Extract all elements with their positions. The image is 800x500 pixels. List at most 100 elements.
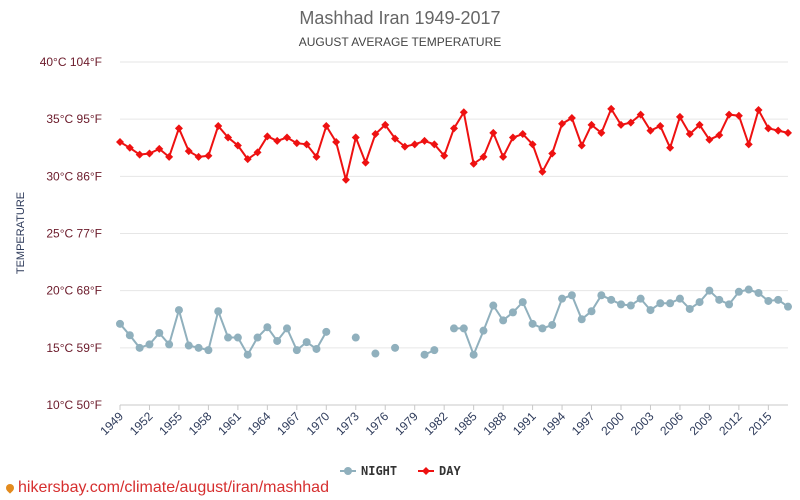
chart-title: Mashhad Iran 1949-2017	[299, 8, 500, 28]
data-point-night	[489, 301, 498, 310]
data-point-night	[548, 320, 557, 329]
y-axis-title: TEMPERATURE	[15, 192, 27, 274]
x-tick-label: 1958	[186, 409, 215, 438]
data-point-night	[125, 331, 134, 340]
y-tick-label: 35°C 95°F	[46, 112, 102, 126]
location-pin-icon	[4, 482, 16, 494]
y-axis-ticks: 10°C 50°F 15°C 59°F 20°C 68°F 25°C 77°F 30°C…	[40, 55, 102, 412]
data-point-night	[391, 343, 400, 352]
data-point-night	[312, 344, 321, 353]
data-point-day	[715, 131, 724, 140]
data-point-day	[184, 147, 193, 156]
data-point-day	[725, 110, 734, 119]
data-point-night	[695, 298, 704, 307]
legend-marker-day	[422, 467, 430, 475]
data-point-day	[204, 151, 213, 160]
data-point-day	[636, 110, 645, 119]
data-point-day	[361, 158, 370, 167]
x-tick-label: 1970	[304, 409, 333, 438]
data-point-day	[322, 122, 331, 131]
legend-label-day: DAY	[439, 464, 461, 478]
data-point-day	[371, 130, 380, 139]
data-point-day	[263, 132, 272, 141]
data-point-night	[371, 349, 380, 358]
data-point-night	[174, 306, 183, 315]
data-point-day	[116, 138, 124, 147]
watermark-text: hikersbay.com/climate/august/iran/mashha…	[18, 479, 329, 496]
data-point-night	[194, 343, 203, 352]
legend[interactable]: NIGHT DAY	[340, 464, 461, 478]
data-point-night	[116, 319, 124, 328]
data-point-day	[174, 124, 183, 133]
data-point-day	[587, 120, 596, 129]
data-point-night	[459, 324, 468, 333]
data-point-night	[656, 299, 665, 308]
data-point-day	[410, 140, 419, 149]
legend-marker-night	[344, 467, 352, 475]
data-point-day	[518, 130, 527, 139]
data-point-night	[155, 328, 164, 337]
data-point-night	[577, 315, 586, 324]
data-point-day	[440, 151, 449, 160]
data-point-night	[233, 333, 242, 342]
x-tick-label: 2006	[657, 409, 686, 438]
data-point-night	[224, 333, 233, 342]
y-tick-label: 30°C 86°F	[46, 169, 102, 183]
x-tick-label: 1967	[274, 409, 303, 438]
data-point-day	[302, 140, 311, 149]
data-point-night	[685, 304, 694, 313]
data-point-day	[489, 128, 498, 137]
data-point-night	[528, 319, 537, 328]
x-tick-label: 2012	[716, 409, 745, 438]
data-point-day	[479, 152, 488, 161]
x-tick-label: 1991	[510, 409, 539, 438]
data-point-night	[263, 323, 272, 332]
x-tick-label: 1964	[245, 409, 274, 438]
data-point-night	[675, 294, 684, 303]
x-tick-label: 1997	[569, 409, 598, 438]
x-tick-label: 1952	[127, 409, 156, 438]
data-point-night	[734, 287, 743, 296]
data-point-day	[283, 133, 291, 142]
data-point-day	[135, 150, 144, 159]
data-point-day	[656, 122, 665, 131]
data-point-day	[459, 108, 468, 117]
chart-subtitle: AUGUST AVERAGE TEMPERATURE	[299, 35, 502, 49]
data-point-day	[744, 140, 753, 149]
data-point-day	[273, 136, 282, 145]
data-point-night	[636, 294, 645, 303]
x-tick-label: 2000	[598, 409, 627, 438]
x-tick-label: 1988	[480, 409, 509, 438]
data-point-day	[312, 152, 321, 161]
x-tick-label: 2015	[746, 409, 775, 438]
series-layer	[116, 104, 792, 359]
x-tick-label: 1985	[451, 409, 480, 438]
data-point-night	[145, 340, 154, 349]
x-tick-label: 1979	[392, 409, 421, 438]
data-point-day	[253, 148, 262, 157]
data-point-day	[607, 104, 616, 113]
y-tick-label: 15°C 59°F	[46, 341, 102, 355]
data-point-night	[479, 326, 488, 335]
data-point-day	[214, 122, 223, 131]
data-point-night	[273, 336, 282, 345]
data-point-night	[587, 307, 596, 316]
data-point-day	[165, 152, 174, 161]
watermark[interactable]: hikersbay.com/climate/august/iran/mashha…	[4, 479, 329, 497]
data-point-night	[302, 338, 311, 347]
data-point-day	[675, 112, 684, 121]
data-point-night	[666, 299, 675, 308]
data-point-day	[243, 155, 252, 164]
data-point-day	[558, 119, 567, 128]
data-point-day	[194, 152, 203, 161]
grid-lines	[120, 61, 788, 406]
data-point-day	[538, 167, 547, 176]
data-point-day	[292, 139, 301, 148]
data-point-night	[607, 295, 616, 304]
data-point-day	[155, 144, 164, 153]
y-tick-label: 25°C 77°F	[46, 227, 102, 241]
data-point-night	[754, 288, 763, 297]
x-tick-label: 1973	[333, 409, 362, 438]
data-point-night	[597, 291, 606, 300]
data-point-day	[469, 159, 478, 168]
